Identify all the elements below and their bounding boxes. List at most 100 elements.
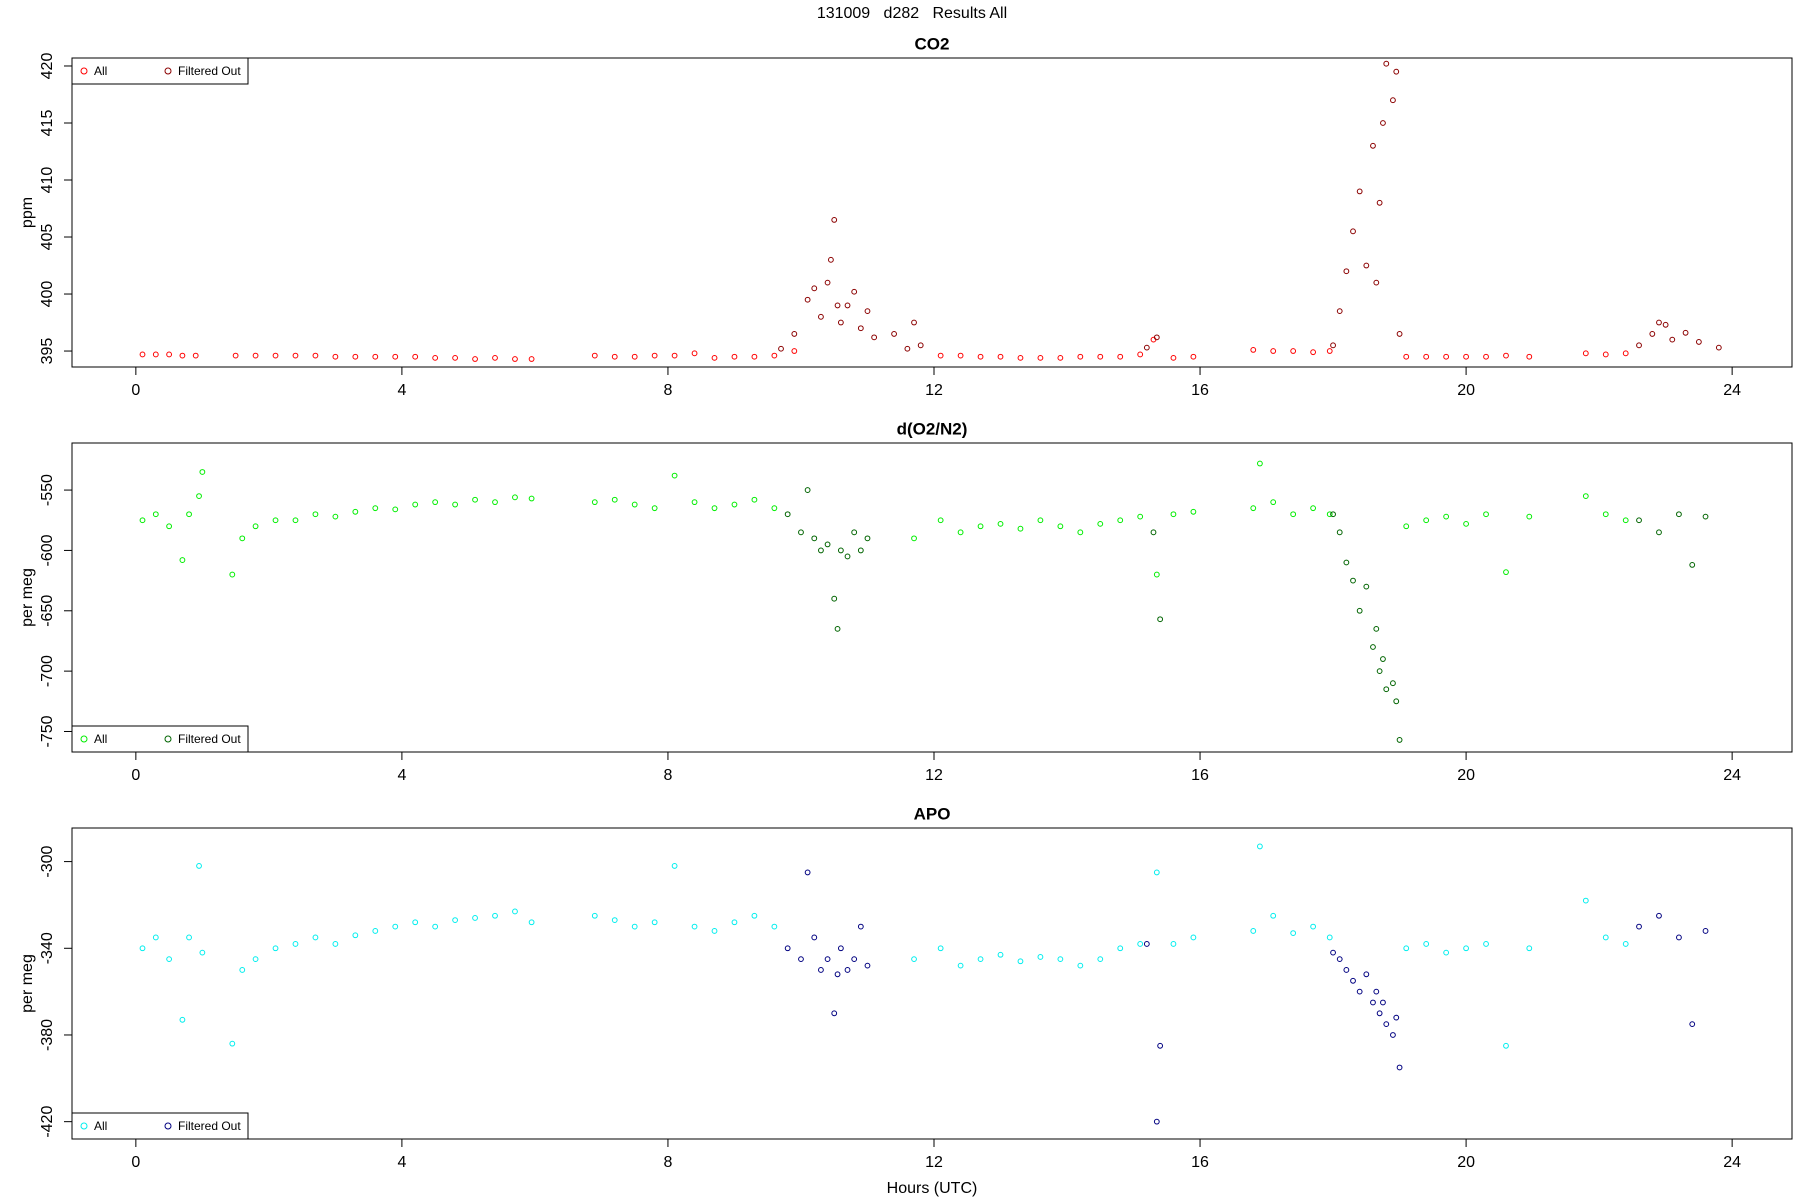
data-point — [997, 951, 1004, 958]
x-tick-label: 4 — [397, 767, 406, 784]
data-point — [791, 331, 798, 337]
data-point — [372, 928, 379, 934]
data-point — [1689, 562, 1696, 568]
data-point — [1190, 934, 1197, 941]
data-point — [1017, 525, 1024, 532]
data-point — [1669, 336, 1676, 343]
data-point — [1363, 262, 1370, 269]
data-point — [804, 296, 811, 303]
plot-frame — [71, 442, 1793, 753]
data-point — [412, 353, 419, 360]
data-point — [591, 912, 598, 919]
data-point — [179, 557, 186, 563]
data-point — [272, 945, 279, 952]
data-point — [1117, 945, 1124, 952]
data-point — [818, 547, 824, 554]
data-point — [1582, 493, 1589, 500]
data-point — [1097, 956, 1104, 963]
data-point — [1483, 511, 1489, 518]
data-point — [372, 505, 379, 512]
data-point — [731, 353, 738, 360]
data-point — [1343, 559, 1350, 566]
data-point — [1390, 97, 1396, 104]
data-point — [272, 517, 279, 524]
data-point — [1310, 505, 1317, 512]
data-point — [864, 962, 871, 969]
data-point — [611, 496, 618, 503]
data-point — [1157, 1042, 1164, 1049]
x-tick-label: 0 — [131, 382, 140, 399]
data-point — [977, 956, 984, 963]
data-point — [252, 352, 259, 359]
data-point — [252, 523, 259, 530]
data-point — [1370, 999, 1376, 1006]
data-point — [828, 256, 834, 263]
data-point — [166, 523, 173, 530]
data-point — [771, 505, 778, 512]
data-point — [857, 923, 864, 930]
data-point — [1423, 353, 1430, 360]
data-point — [1190, 353, 1197, 360]
data-point — [432, 499, 439, 506]
data-point — [1343, 268, 1350, 275]
data-point — [891, 331, 897, 337]
y-axis-label: per meg — [19, 954, 36, 1013]
data-point — [818, 967, 824, 973]
data-point — [1649, 331, 1656, 337]
legend-label: All — [94, 64, 107, 78]
data-point — [804, 487, 811, 493]
data-point — [1393, 1014, 1400, 1021]
data-point — [1396, 331, 1403, 337]
x-tick-label: 16 — [1191, 1154, 1209, 1171]
data-point — [492, 912, 498, 919]
x-tick-label: 20 — [1457, 382, 1475, 399]
x-tick-label: 0 — [131, 767, 140, 784]
data-point — [292, 352, 299, 359]
data-point — [811, 535, 818, 542]
data-point — [1636, 342, 1642, 349]
data-point — [798, 529, 804, 536]
legend: All Filtered Out — [71, 725, 249, 753]
data-point — [1503, 352, 1509, 359]
data-point — [911, 535, 917, 542]
data-point — [1350, 977, 1356, 984]
data-point — [1250, 928, 1257, 934]
data-point — [1097, 353, 1104, 360]
data-point — [1526, 513, 1533, 520]
data-point — [1602, 351, 1609, 358]
y-tick-label: 415 — [39, 110, 56, 137]
data-point — [196, 863, 202, 869]
data-point — [1170, 354, 1177, 361]
y-tick-label: -750 — [39, 715, 56, 747]
x-tick-label: 12 — [925, 382, 943, 399]
y-axis-label: per meg — [19, 568, 36, 627]
data-point — [957, 529, 964, 536]
data-point — [152, 934, 159, 941]
data-point — [1270, 348, 1277, 354]
data-point — [1396, 737, 1403, 743]
data-point — [711, 505, 718, 512]
data-point — [166, 956, 173, 963]
data-point — [1363, 583, 1370, 590]
data-point — [1250, 346, 1257, 353]
data-point — [472, 496, 478, 503]
legend-box — [71, 725, 249, 753]
data-point — [472, 356, 478, 362]
data-point — [192, 352, 199, 359]
legend-label: All — [94, 1119, 107, 1133]
data-point — [1443, 353, 1450, 360]
data-point — [1503, 1042, 1509, 1049]
data-point — [691, 499, 698, 506]
data-point — [1373, 988, 1380, 995]
data-point — [1503, 569, 1509, 576]
data-point — [864, 308, 871, 315]
x-tick-label: 24 — [1723, 767, 1741, 784]
data-point — [731, 501, 738, 508]
data-point — [1170, 941, 1177, 947]
data-point — [1170, 511, 1177, 518]
data-point — [1443, 949, 1450, 956]
data-point — [1310, 349, 1317, 356]
x-tick-label: 16 — [1191, 767, 1209, 784]
data-point — [851, 529, 858, 536]
data-point — [179, 352, 186, 359]
